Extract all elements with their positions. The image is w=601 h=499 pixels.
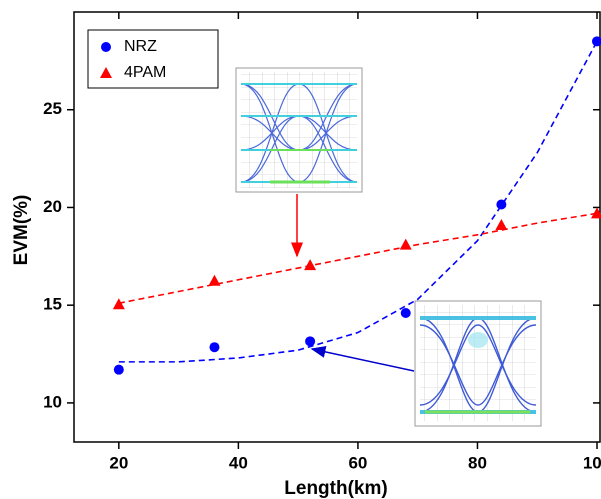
x-tick-label: 40 <box>229 453 248 472</box>
y-tick-label: 10 <box>43 392 62 411</box>
y-axis-label: EVM(%) <box>11 195 32 266</box>
y-tick-label: 20 <box>43 197 62 216</box>
legend-label: NRZ <box>124 38 157 55</box>
x-axis-label: Length(km) <box>284 478 387 499</box>
point <box>401 308 411 318</box>
x-tick-label: 20 <box>109 453 128 472</box>
x-tick-label: 80 <box>468 453 487 472</box>
point <box>400 239 412 250</box>
legend-label: 4PAM <box>124 64 166 81</box>
x-tick-label: 100 <box>583 453 601 472</box>
y-tick-label: 25 <box>43 99 62 118</box>
point <box>113 298 125 309</box>
x-tick-label: 60 <box>348 453 367 472</box>
point <box>208 275 220 286</box>
chart: 2040608010010152025NRZ4PAM Len <box>0 0 601 499</box>
point <box>496 200 506 210</box>
point <box>114 365 124 375</box>
point <box>305 336 315 346</box>
fit-line <box>119 213 597 303</box>
point <box>304 259 316 270</box>
point <box>495 219 507 230</box>
point <box>209 342 219 352</box>
eye-diagram-nrz <box>415 301 541 426</box>
legend-marker <box>101 42 111 52</box>
eye-diagram-4pam <box>236 68 362 192</box>
point <box>592 36 601 46</box>
inset-arrow <box>312 349 414 371</box>
y-tick-label: 15 <box>43 295 62 314</box>
